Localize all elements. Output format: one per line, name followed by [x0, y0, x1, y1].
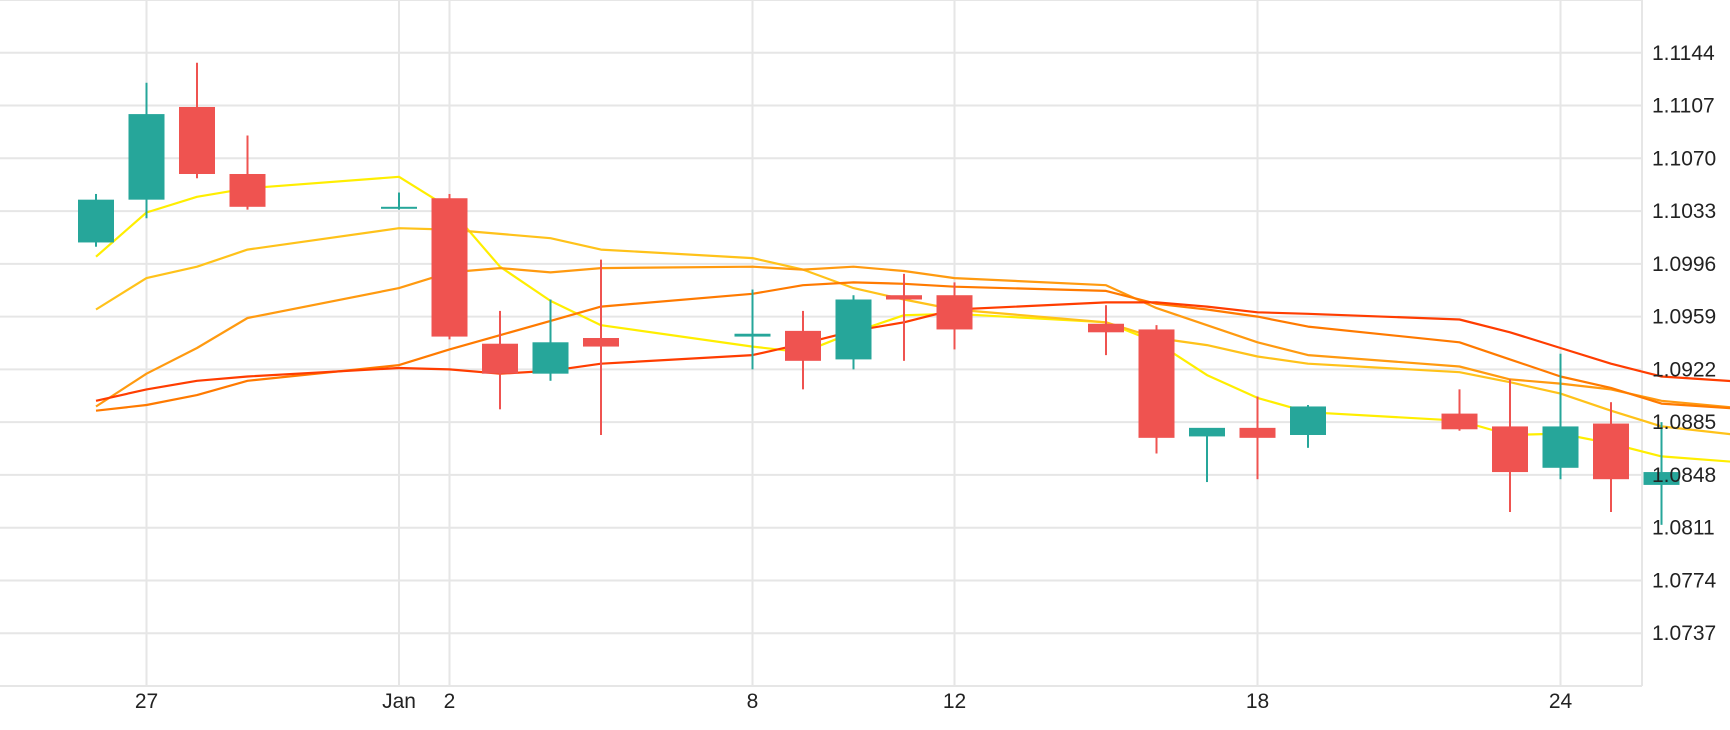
y-tick-label: 1.0959 [1652, 306, 1716, 329]
x-tick-label: Jan [382, 690, 416, 713]
candle [431, 193, 468, 340]
candle-body [734, 333, 771, 337]
candle-body [936, 295, 973, 330]
candle-body [1088, 323, 1124, 333]
candle [1441, 389, 1478, 431]
candle-body [583, 338, 619, 347]
candle [482, 310, 518, 410]
candle-body [1290, 406, 1326, 435]
candle [128, 82, 165, 219]
candle [1239, 396, 1276, 480]
y-tick-label: 1.0996 [1652, 253, 1716, 276]
candle [78, 193, 114, 247]
y-tick-label: 1.0885 [1652, 411, 1716, 434]
x-axis-labels: 27Jan2812182430Feb4 [135, 690, 1573, 713]
ma-line-5 [95, 301, 1730, 402]
candle-body [1593, 423, 1629, 480]
candle-body [785, 330, 821, 361]
y-tick-label: 1.1070 [1652, 147, 1716, 170]
candle-body [229, 173, 266, 207]
candle [785, 310, 821, 390]
candle-body [886, 295, 922, 300]
x-tick-label: 27 [135, 690, 158, 713]
moving-average-lines [95, 175, 1730, 463]
candle [532, 299, 569, 381]
candle-body [1138, 329, 1175, 438]
candle [179, 62, 215, 179]
candle [229, 135, 266, 210]
candle-body [835, 299, 872, 360]
candle [1189, 427, 1225, 483]
candle-body [179, 106, 215, 174]
y-tick-label: 1.1107 [1652, 95, 1715, 118]
x-tick-label: 24 [1549, 690, 1573, 713]
candle [1088, 305, 1124, 356]
candle-body [482, 343, 518, 374]
candle [1593, 402, 1629, 513]
candle [1138, 325, 1175, 454]
candle-body [381, 206, 417, 209]
candle-body [128, 114, 165, 200]
candle [1542, 353, 1579, 480]
candle [936, 282, 973, 350]
candle [1492, 379, 1528, 513]
candle [835, 295, 872, 370]
candle [583, 259, 619, 435]
y-tick-label: 1.1033 [1652, 200, 1716, 223]
ma-line-2 [95, 227, 1730, 436]
candle-body [1492, 426, 1528, 473]
candle-body [1441, 413, 1478, 430]
x-tick-label: 8 [747, 690, 759, 713]
candle [1290, 405, 1326, 448]
y-tick-label: 1.0922 [1652, 358, 1716, 381]
candle-body [1643, 472, 1680, 485]
y-axis-labels: 1.1144 1.1107 1.1070 1.1033 1.0996 1.0959 1.09… [1652, 42, 1717, 645]
candle-body [1189, 427, 1225, 437]
x-tick-label: 2 [444, 690, 456, 713]
candle-body [1542, 426, 1579, 468]
candle [381, 192, 417, 210]
candle-body [431, 198, 468, 337]
candle [886, 273, 922, 361]
candle-body [78, 199, 114, 243]
y-tick-label: 1.0811 [1652, 517, 1715, 540]
y-tick-label: 1.0774 [1652, 569, 1717, 592]
ma-line-1 [95, 175, 1730, 463]
y-tick-label: 1.0737 [1652, 622, 1716, 645]
y-tick-label: 1.1144 [1652, 42, 1715, 65]
candles [78, 62, 1680, 525]
x-tick-label: 18 [1246, 690, 1269, 713]
x-tick-label: 12 [943, 690, 966, 713]
candle [734, 289, 771, 370]
candle-body [532, 342, 569, 374]
y-tick-label: 1.0848 [1652, 464, 1716, 487]
candle-body [1239, 427, 1276, 438]
ma-line-4 [95, 281, 1730, 412]
candle [1643, 422, 1680, 525]
